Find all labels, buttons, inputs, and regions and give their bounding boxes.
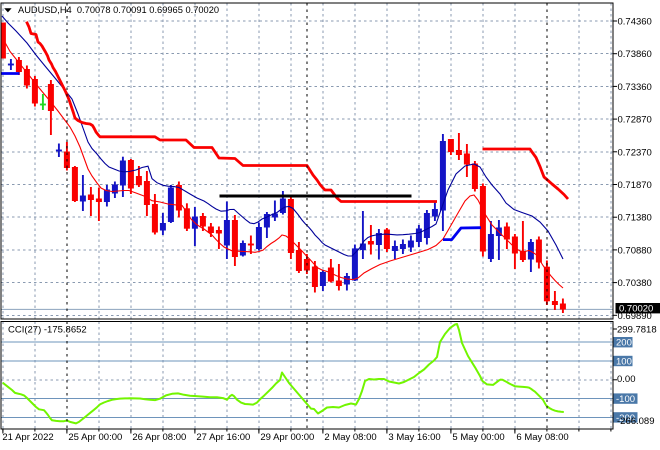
svg-text:2 May 08:00: 2 May 08:00	[324, 432, 376, 443]
svg-text:200: 200	[616, 338, 632, 349]
svg-text:0.72870: 0.72870	[618, 115, 652, 126]
svg-text:6 May 08:00: 6 May 08:00	[516, 432, 568, 443]
svg-text:21 Apr 2022: 21 Apr 2022	[2, 432, 53, 443]
svg-text:100: 100	[616, 357, 632, 368]
svg-text:299.7818: 299.7818	[617, 325, 657, 336]
svg-text:0.73360: 0.73360	[618, 82, 652, 93]
svg-text:3 May 16:00: 3 May 16:00	[388, 432, 440, 443]
svg-text:25 Apr 00:00: 25 Apr 00:00	[68, 432, 122, 443]
svg-text:0.70880: 0.70880	[618, 245, 652, 256]
svg-text:0.71380: 0.71380	[618, 213, 652, 224]
svg-text:27 Apr 16:00: 27 Apr 16:00	[196, 432, 250, 443]
svg-text:0.72370: 0.72370	[618, 147, 652, 158]
svg-text:26 Apr 08:00: 26 Apr 08:00	[132, 432, 186, 443]
svg-text:-200: -200	[616, 413, 635, 424]
svg-text:AUDUSD,H4 0.70078 0.70091 0.6: AUDUSD,H4 0.70078 0.70091 0.69965 0.7002…	[18, 5, 219, 15]
svg-text:-266.089: -266.089	[617, 416, 655, 427]
svg-text:-100: -100	[616, 394, 635, 405]
svg-text:CCI(27) -175.8652: CCI(27) -175.8652	[8, 325, 87, 336]
svg-text:5 May 00:00: 5 May 00:00	[452, 432, 504, 443]
svg-text:0.74360: 0.74360	[618, 17, 652, 28]
svg-text:0.70380: 0.70380	[618, 278, 652, 289]
svg-text:0.71870: 0.71870	[618, 180, 652, 191]
svg-text:0.69890: 0.69890	[618, 311, 652, 322]
svg-text:0.70020: 0.70020	[619, 304, 653, 315]
svg-text:0.00: 0.00	[617, 374, 636, 385]
svg-text:29 Apr 00:00: 29 Apr 00:00	[260, 432, 314, 443]
svg-text:0.73860: 0.73860	[618, 49, 652, 60]
